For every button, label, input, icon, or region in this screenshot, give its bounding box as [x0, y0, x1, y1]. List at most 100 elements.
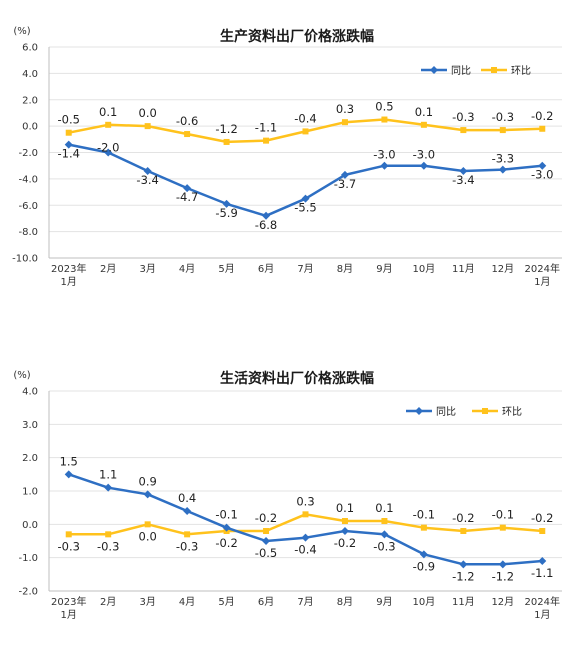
mom-data-label: 0.1 — [336, 501, 354, 515]
yoy-data-label: -0.3 — [373, 539, 395, 553]
x-tick-label: 4月 — [179, 263, 195, 275]
x-tick-label: 8月 — [337, 596, 353, 608]
chart-2-data-labels: -0.3 -0.3 0.0 -0.3 -0.2 -0.2 0.3 0.1 0.1 -0.1 -0.2… — [58, 454, 554, 583]
yoy-point — [183, 184, 192, 193]
chart-2-unit-label: (%) — [13, 370, 30, 381]
mom-data-label: -0.3 — [452, 110, 474, 124]
legend-1-mom-label: 环比 — [511, 65, 531, 77]
mom-data-label: -0.3 — [58, 539, 80, 553]
yoy-point — [459, 166, 468, 175]
mom-point — [341, 518, 348, 524]
mom-point — [302, 511, 309, 518]
x-tick-label: 8月 — [337, 263, 353, 275]
x-tick-label: 6月 — [258, 596, 274, 608]
mom-point — [341, 119, 348, 126]
yoy-data-label: -1.1 — [531, 566, 553, 580]
yoy-data-label: -0.2 — [334, 536, 356, 550]
x-tick-label: 2024年 1月 — [525, 595, 560, 621]
y-tick-label: -10.0 — [12, 254, 38, 265]
y-tick-label: 1.0 — [22, 487, 38, 498]
mom-point — [184, 531, 191, 538]
yoy-point — [104, 483, 113, 492]
chart-1-x-axis: 2023年 1月 2月 3月 4月 5月 6月 7月 8月 9月 10月 11月 12月 2024年 1月 — [51, 262, 560, 288]
x-tick-label: 2023年 1月 — [51, 262, 86, 288]
mom-point — [460, 127, 467, 134]
x-tick-label: 9月 — [376, 263, 392, 275]
mom-point — [263, 137, 270, 144]
yoy-point — [459, 560, 468, 569]
mom-data-label: -0.3 — [492, 110, 514, 124]
yoy-point — [380, 161, 389, 170]
y-tick-label: -8.0 — [18, 227, 38, 238]
yoy-data-label: 0.9 — [139, 474, 157, 488]
mom-data-label: 0.0 — [139, 529, 157, 543]
legend-2-yoy-label: 同比 — [436, 406, 456, 418]
mom-point — [223, 138, 230, 145]
mom-data-label: 0.3 — [296, 494, 314, 508]
y-tick-label: -2.0 — [18, 148, 38, 159]
x-tick-label: 4月 — [179, 596, 195, 608]
x-tick-label: 12月 — [491, 596, 514, 608]
legend-2-yoy-marker — [415, 407, 423, 415]
yoy-point — [143, 490, 152, 499]
x-tick-label: 5月 — [218, 263, 234, 275]
x-tick-label: 10月 — [413, 596, 436, 608]
mom-data-label: 0.5 — [375, 100, 393, 114]
mom-point — [184, 131, 191, 138]
yoy-point — [419, 550, 428, 559]
chart-1-y-axis: 6.0 4.0 2.0 0.0 -2.0 -4.0 -6.0 -8.0 -10.0 — [12, 43, 38, 265]
y-tick-label: 0.0 — [22, 520, 38, 531]
yoy-data-label: -1.2 — [492, 569, 514, 583]
x-tick-label: 7月 — [297, 263, 313, 275]
mom-point — [381, 518, 388, 524]
y-tick-label: 2.0 — [22, 95, 38, 106]
x-tick-label: 11月 — [452, 263, 475, 275]
mom-data-label: -0.1 — [492, 508, 514, 522]
yoy-data-label: -0.5 — [255, 546, 277, 560]
chart-1-series — [64, 116, 547, 220]
chart-1-unit-label: (%) — [13, 26, 30, 37]
yoy-data-label: -0.1 — [215, 508, 237, 522]
yoy-point — [222, 523, 231, 532]
yoy-point — [340, 527, 349, 535]
x-tick-label: 9月 — [376, 596, 392, 608]
mom-data-label: -0.3 — [176, 539, 198, 553]
yoy-data-label: 1.5 — [60, 454, 78, 468]
y-tick-label: -1.0 — [18, 553, 38, 564]
x-tick-label: 2月 — [100, 263, 116, 275]
x-tick-label: 3月 — [139, 263, 155, 275]
y-tick-label: -2.0 — [18, 587, 38, 598]
y-tick-label: 2.0 — [22, 453, 38, 464]
legend-1-mom-marker — [491, 67, 497, 73]
mom-data-label: -0.6 — [176, 114, 198, 128]
y-tick-label: -4.0 — [18, 174, 38, 185]
mom-data-label: 0.1 — [375, 501, 393, 515]
yoy-point — [183, 507, 192, 515]
mom-point — [65, 531, 72, 538]
chart-1-data-labels: -0.5 0.1 0.0 -0.6 -1.2 -1.1 -0.4 0.3 0.5 0.1 -0.3 -… — [58, 100, 554, 232]
y-tick-label: 0.0 — [22, 122, 38, 133]
mom-point — [539, 125, 546, 132]
yoy-point — [262, 211, 271, 220]
yoy-data-label: -5.9 — [215, 206, 237, 220]
x-tick-label: 2月 — [100, 596, 116, 608]
yoy-data-label: -2.0 — [97, 141, 119, 155]
yoy-data-label: -6.8 — [255, 218, 277, 232]
y-tick-label: 4.0 — [22, 387, 38, 398]
legend-2-mom-marker — [482, 408, 488, 414]
mom-data-label: -0.4 — [294, 111, 316, 125]
x-tick-label: 12月 — [491, 263, 514, 275]
x-tick-label: 5月 — [218, 596, 234, 608]
yoy-data-label: -0.4 — [294, 543, 316, 557]
yoy-data-label: -3.7 — [334, 177, 356, 191]
chart-1-gridlines — [48, 46, 562, 259]
yoy-point — [301, 194, 310, 203]
yoy-point — [538, 161, 547, 170]
chart-2-title: 生活资料出厂价格涨跌幅 — [220, 370, 374, 387]
mom-point — [381, 116, 388, 123]
mom-data-label: -1.1 — [255, 121, 277, 135]
yoy-point — [64, 140, 73, 149]
y-tick-label: 3.0 — [22, 420, 38, 431]
mom-point — [302, 128, 309, 135]
mom-data-label: -0.2 — [452, 511, 474, 525]
